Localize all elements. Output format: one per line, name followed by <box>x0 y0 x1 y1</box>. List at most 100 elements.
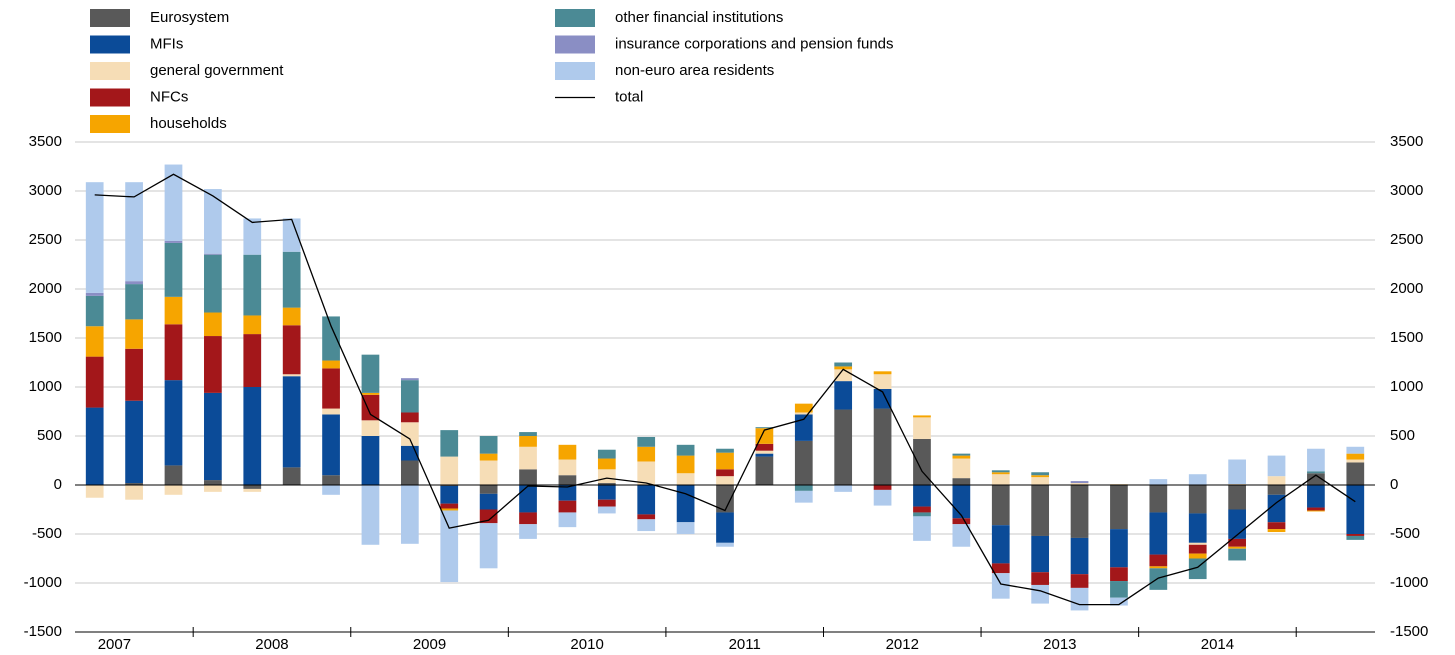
y-tick-label: -500 <box>32 525 62 542</box>
bar-segment <box>1031 485 1050 536</box>
total-line <box>94 173 1356 606</box>
bar-segment <box>1267 522 1286 530</box>
bar-segment <box>1228 546 1246 549</box>
bar-segment <box>873 371 892 375</box>
bar-segment <box>204 312 222 337</box>
bar-segment <box>519 436 537 447</box>
bar-segment <box>1070 485 1089 538</box>
bar-segment <box>597 485 616 500</box>
y-tick-label: 2500 <box>29 231 62 248</box>
bar-segment <box>558 512 577 528</box>
bar-segment <box>479 485 498 494</box>
bar-segment <box>282 374 301 377</box>
bar-segment <box>597 499 616 507</box>
bar-segment <box>125 485 143 500</box>
bar-segment <box>991 474 1010 485</box>
bar-segment <box>637 446 656 462</box>
bar-segment <box>1149 554 1168 567</box>
bar-segment <box>873 374 892 389</box>
bar-segment <box>637 485 656 515</box>
y-tick-label: 1000 <box>29 378 62 395</box>
bar-segment <box>716 448 734 453</box>
bar-segment <box>204 254 222 313</box>
bar-segment <box>243 485 262 489</box>
bar-segment <box>164 485 183 495</box>
bar-segment <box>1188 513 1207 543</box>
bar-segment <box>1149 512 1168 555</box>
bar-segment <box>913 438 931 485</box>
bar-segment <box>164 242 183 297</box>
bar-segment <box>991 470 1010 473</box>
bar-segment <box>1307 485 1325 508</box>
bar-segment <box>873 485 892 490</box>
legend-label: other financial institutions <box>615 9 783 26</box>
bar-segment <box>834 366 853 370</box>
bar-segment <box>400 485 419 544</box>
bar-segment <box>676 455 695 474</box>
bar-segment <box>519 512 537 525</box>
bar-segment <box>794 485 813 491</box>
y-tick-label: 2000 <box>29 280 62 297</box>
bar-segment <box>913 415 931 418</box>
bar-segment <box>1188 542 1207 545</box>
bar-segment <box>361 354 380 393</box>
bar-segment <box>479 436 498 454</box>
bar-segment <box>991 573 1010 599</box>
legend-swatch <box>555 9 595 27</box>
bar-segment <box>716 485 734 513</box>
bar-segment <box>716 476 734 485</box>
bar-segment <box>1228 538 1246 547</box>
bar-segment <box>1070 587 1089 611</box>
bar-segment <box>1307 471 1325 474</box>
bar-segment <box>1307 510 1325 512</box>
legend-label: general government <box>150 62 284 79</box>
bar-segment <box>85 356 104 408</box>
legend-swatch <box>555 62 595 80</box>
bar-segment <box>1346 485 1365 534</box>
bar-segment <box>873 388 892 409</box>
bar-segment <box>1346 459 1365 463</box>
bar-segment <box>1031 477 1050 485</box>
bar-segment <box>519 485 537 513</box>
bar-segment <box>1267 485 1286 495</box>
bar-segment <box>322 316 340 361</box>
bar-segment <box>1228 485 1246 510</box>
bar-segment <box>834 362 853 367</box>
bar-segment <box>913 512 931 517</box>
bar-segment <box>85 326 104 357</box>
legend-label: insurance corporations and pension funds <box>615 35 894 52</box>
bar-segment <box>1070 481 1089 484</box>
bar-segment <box>637 519 656 532</box>
bar-segment <box>282 218 301 252</box>
legend-swatch <box>90 35 130 54</box>
bar-segment <box>1110 485 1128 530</box>
bar-segment <box>361 392 380 395</box>
bar-segment <box>125 348 143 401</box>
bar-segment <box>1149 479 1168 485</box>
bar-segment <box>755 453 774 457</box>
bar-segment <box>597 483 616 485</box>
bar-segment <box>991 485 1010 526</box>
bar-segment <box>85 295 104 327</box>
x-tick-label: 2014 <box>1201 636 1234 653</box>
bar-segment <box>1346 534 1365 536</box>
bar-segment <box>1346 535 1365 540</box>
bar-segment <box>1031 572 1050 585</box>
y-tick-label: -1500 <box>24 623 62 640</box>
bar-segment <box>913 485 931 507</box>
bar-segment <box>282 251 301 308</box>
bar-segment <box>834 409 853 485</box>
bar-segment <box>1149 485 1168 513</box>
bar-segment <box>322 414 340 476</box>
bar-segment <box>440 503 459 509</box>
bar-segment <box>440 510 459 583</box>
bar-segment <box>716 452 734 470</box>
bar-segment <box>164 296 183 325</box>
bar-segment <box>597 458 616 470</box>
bar-segment <box>952 478 971 485</box>
bar-segment <box>243 334 262 387</box>
bar-segment <box>1110 581 1128 598</box>
y2-tick-label: 500 <box>1390 427 1415 444</box>
bar-segment <box>1149 568 1168 590</box>
bar-segment <box>1188 553 1207 559</box>
